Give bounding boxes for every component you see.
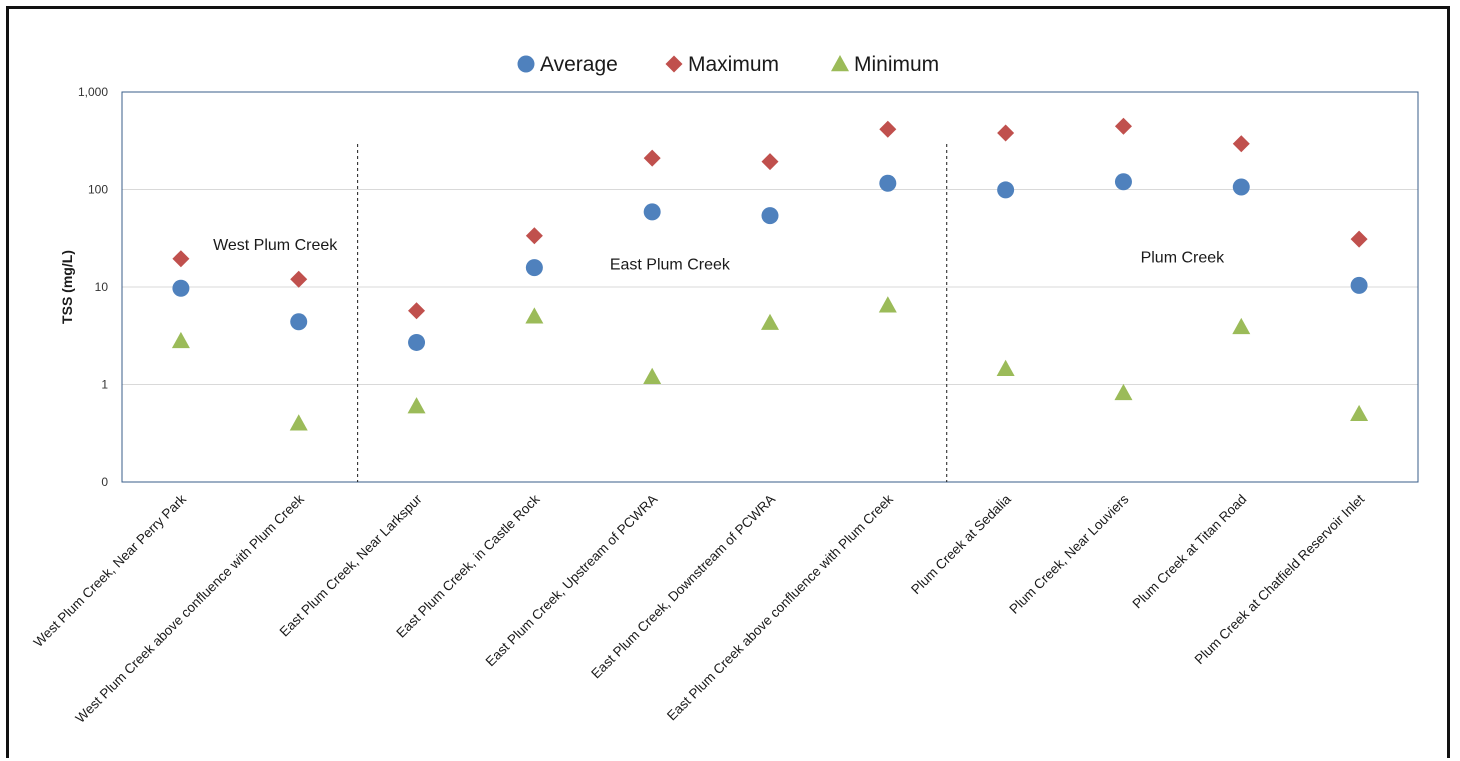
legend-average-label: Average bbox=[540, 53, 618, 76]
maximum-point bbox=[997, 124, 1015, 142]
average-point bbox=[1350, 276, 1368, 294]
average-point bbox=[290, 313, 308, 331]
minimum-point bbox=[643, 367, 662, 384]
group-label: East Plum Creek bbox=[610, 257, 731, 274]
x-category-label: Plum Creek at Titan Road bbox=[1129, 492, 1249, 612]
average-point bbox=[172, 279, 190, 297]
maximum-point bbox=[761, 153, 779, 171]
average-point bbox=[525, 259, 543, 277]
maximum-point bbox=[1350, 230, 1368, 248]
minimum-point bbox=[996, 359, 1015, 376]
x-category-label: Plum Creek at Sedalia bbox=[908, 491, 1014, 597]
minimum-point bbox=[1350, 404, 1369, 422]
maximum-point bbox=[290, 270, 308, 288]
y-tick-label: 1 bbox=[101, 378, 108, 392]
group-label: West Plum Creek bbox=[213, 237, 338, 254]
average-point bbox=[643, 203, 661, 221]
average-point bbox=[761, 207, 779, 225]
minimum-point bbox=[171, 331, 190, 349]
x-category-label: West Plum Creek above confluence with Pl… bbox=[73, 491, 308, 726]
y-tick-label: 10 bbox=[95, 280, 109, 294]
x-category-label: East Plum Creek above confluence with Pl… bbox=[664, 491, 896, 723]
minimum-point bbox=[1114, 383, 1133, 401]
average-point bbox=[1114, 173, 1132, 191]
legend-minimum-label: Minimum bbox=[854, 53, 939, 76]
maximum-point bbox=[525, 227, 543, 245]
maximum-point bbox=[643, 149, 661, 167]
x-category-label: East Plum Creek, Downstream of PCWRA bbox=[588, 492, 778, 682]
minimum-point bbox=[525, 307, 544, 324]
minimum-point bbox=[878, 296, 897, 313]
plot-area-border bbox=[121, 91, 1419, 483]
minimum-point bbox=[1232, 317, 1251, 335]
y-tick-label: 0 bbox=[101, 475, 108, 489]
maximum-point bbox=[879, 120, 897, 138]
group-label: Plum Creek bbox=[1141, 250, 1226, 267]
maximum-point bbox=[1114, 117, 1132, 135]
maximum-point bbox=[408, 302, 426, 320]
x-category-label: East Plum Creek, in Castle Rock bbox=[393, 491, 542, 640]
legend-maximum-label: Maximum bbox=[688, 53, 779, 76]
average-point bbox=[997, 181, 1015, 199]
x-category-label: East Plum Creek, Near Larkspur bbox=[277, 491, 425, 639]
minimum-point bbox=[407, 397, 426, 414]
average-point bbox=[879, 174, 897, 192]
y-axis-title: TSS (mg/L) bbox=[59, 250, 75, 324]
chart-frame bbox=[6, 6, 1450, 758]
minimum-point bbox=[289, 414, 308, 431]
maximum-point bbox=[1232, 135, 1250, 153]
legend-minimum-marker bbox=[831, 55, 849, 72]
y-tick-label: 100 bbox=[88, 183, 108, 197]
average-point bbox=[408, 333, 426, 351]
legend-maximum-marker bbox=[665, 55, 683, 73]
legend-average-marker bbox=[517, 55, 535, 73]
minimum-point bbox=[761, 313, 779, 330]
y-tick-label: 1,000 bbox=[78, 85, 108, 99]
x-category-label: Plum Creek, Near Louviers bbox=[1006, 491, 1131, 616]
maximum-point bbox=[172, 250, 190, 268]
average-point bbox=[1232, 178, 1250, 196]
